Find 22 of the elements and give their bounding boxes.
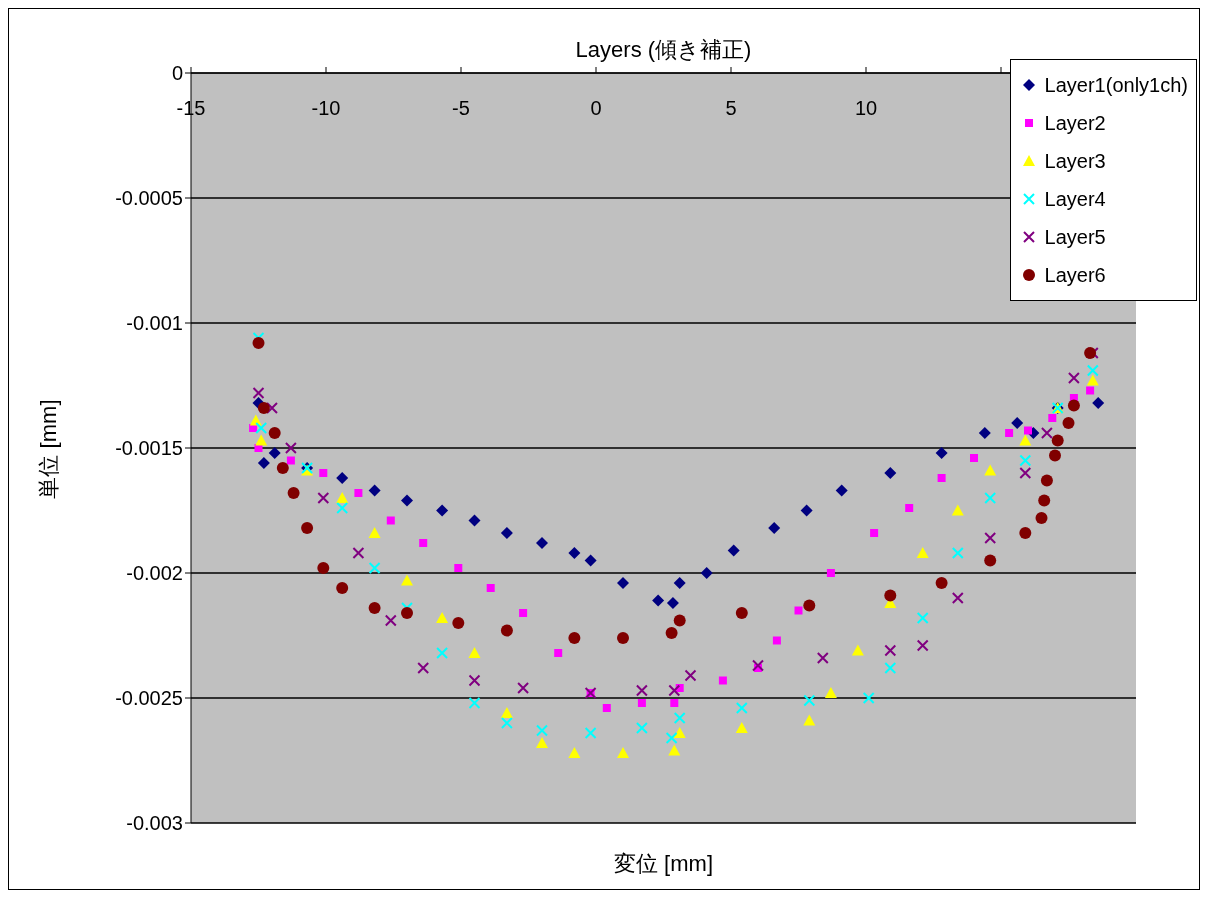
x-tick-label: 5 xyxy=(725,97,737,119)
legend-label: Layer6 xyxy=(1044,263,1106,287)
legend-label: Layer2 xyxy=(1044,111,1106,135)
legend-label: Layer4 xyxy=(1044,187,1106,211)
x-tick-label: 10 xyxy=(854,97,878,119)
y-tick-label: -0.001 xyxy=(126,312,183,335)
x-tick-label: 0 xyxy=(590,97,602,119)
y-tick-label: -0.0015 xyxy=(115,437,183,460)
y-tick-label: -0.0025 xyxy=(115,687,183,710)
legend-label: Layer1(only1ch) xyxy=(1044,73,1188,97)
x-tick-label: -5 xyxy=(452,97,470,119)
y-tick-label: -0.0005 xyxy=(115,187,183,210)
x-tick-label: -15 xyxy=(176,97,206,119)
x-tick-label: -10 xyxy=(311,97,341,119)
y-axis-title: 単位 [mm] xyxy=(35,399,62,499)
chart-title: Layers (傾き補正) xyxy=(574,36,753,64)
y-tick-label: 0 xyxy=(171,62,183,85)
y-tick-label: -0.002 xyxy=(126,562,183,585)
x-axis-title: 変位 [mm] xyxy=(613,850,714,878)
y-tick-label: -0.003 xyxy=(126,812,183,835)
legend-label: Layer3 xyxy=(1044,149,1106,173)
legend-label: Layer5 xyxy=(1044,225,1106,249)
